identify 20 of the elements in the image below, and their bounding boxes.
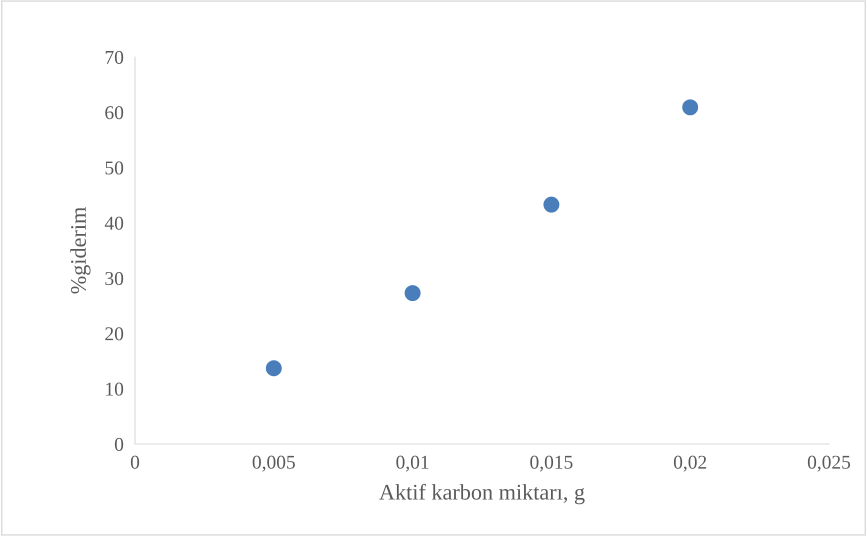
x-tick-label: 0,01 <box>396 456 428 472</box>
point <box>682 99 698 116</box>
y-tick-label: 60 <box>105 106 124 120</box>
x-tick-label: 0,005 <box>252 456 295 472</box>
x-tick-label: 0,025 <box>808 456 850 472</box>
point <box>266 360 282 376</box>
y-tick-label: 0 <box>114 438 124 451</box>
y-tick-label: 40 <box>104 216 124 230</box>
point <box>543 196 560 213</box>
y-tick-label: 50 <box>106 161 124 175</box>
y-tick-label: 20 <box>105 327 124 340</box>
y-tick-label: 70 <box>106 50 124 64</box>
x-tick-label: 0,02 <box>674 456 706 472</box>
x-axis-title: Aktif karbon miktarı, g <box>379 484 585 504</box>
y-tick-label: 10 <box>106 382 124 396</box>
x-tick-label: 0 <box>130 456 140 469</box>
point <box>404 285 421 302</box>
y-axis-title: %giderim <box>70 207 91 294</box>
x-tick-label: 0,015 <box>530 456 573 472</box>
y-tick-label: 30 <box>105 272 124 286</box>
